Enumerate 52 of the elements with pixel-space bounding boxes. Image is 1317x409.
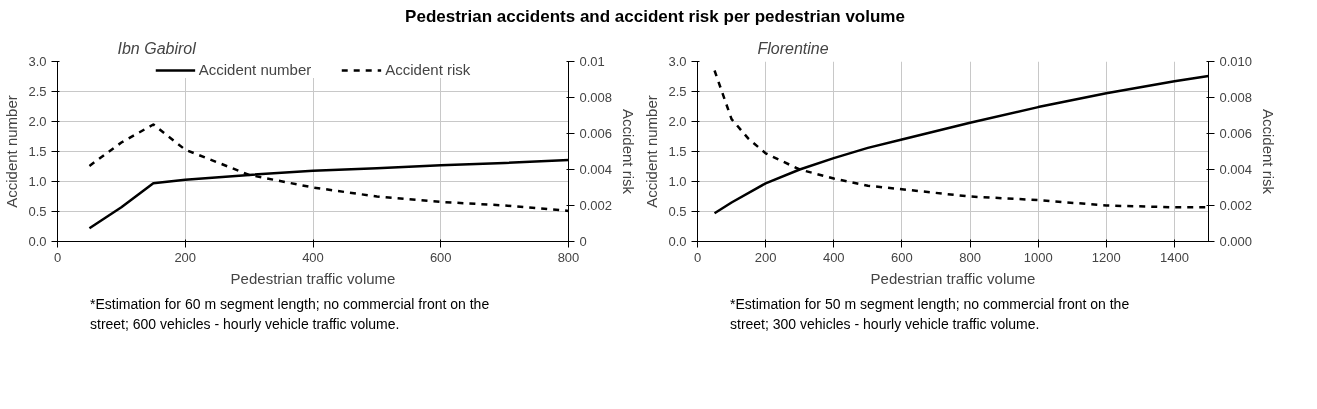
y2-tick-label: 0.002 (1219, 198, 1253, 213)
x-tick-label: 200 (174, 249, 197, 265)
text: *Estimation for 50 m segment length; no commercial front on the street; 300 vehicles - hourly vehicle traffic volume. (730, 295, 1130, 334)
x-axis-title: Pedestrian traffic volume (870, 269, 1036, 287)
x-tick-label: 1200 (1091, 249, 1121, 265)
x-tick-label: 800 (557, 249, 580, 265)
y-tick-label: 3.0 (668, 54, 687, 69)
x-tick-label: 0 (53, 249, 62, 265)
y-tick-label: 3.0 (28, 54, 47, 69)
legend-label: Accident number (198, 61, 312, 78)
y-tick-label: 2.0 (668, 114, 687, 129)
y2-tick-label: 0.000 (1219, 234, 1253, 249)
y-axis-title: Accident number (643, 95, 661, 208)
y2-tick-label: 0.004 (579, 162, 613, 177)
x-tick-label: 400 (822, 249, 845, 265)
y2-axis-title: Accident risk (1260, 108, 1278, 195)
text: Pedestrian accidents and accident risk per pedestrian volume (405, 6, 905, 28)
y2-tick-label: 0.008 (579, 90, 613, 105)
y2-tick-label: 0 (579, 234, 587, 249)
y2-tick-label: 0.01 (579, 54, 605, 69)
x-tick-label: 600 (429, 249, 452, 265)
y2-tick-label: 0.010 (1219, 54, 1253, 69)
x-tick-label: 200 (754, 249, 777, 265)
y2-tick-label: 0.008 (1219, 90, 1253, 105)
x-tick-label: 0 (693, 249, 702, 265)
y-tick-label: 0.5 (28, 204, 47, 219)
x-tick-label: 400 (302, 249, 324, 265)
y2-tick-label: 0.006 (579, 126, 613, 141)
x-tick-label: 800 (959, 249, 981, 265)
y-tick-label: 0.0 (668, 234, 687, 249)
y2-axis-title: Accident risk (620, 108, 638, 195)
y2-tick-label: 0.004 (1219, 162, 1253, 177)
y-tick-label: 1.0 (28, 174, 47, 189)
y-tick-label: 0.0 (28, 234, 47, 249)
x-tick-label: 1400 (1159, 249, 1189, 265)
x-tick-label: 1000 (1023, 249, 1053, 265)
y-tick-label: 2.0 (28, 114, 47, 129)
x-axis-title: Pedestrian traffic volume (230, 269, 396, 287)
y-tick-label: 1.5 (28, 144, 47, 159)
y2-tick-label: 0.006 (1219, 126, 1253, 141)
y-axis-title: Accident number (3, 95, 21, 208)
text: *Estimation for 60 m segment length; no commercial front on the street; 600 vehicles - hourly vehicle traffic volume. (90, 295, 490, 334)
y-tick-label: 1.0 (668, 174, 687, 189)
y-tick-label: 1.5 (668, 144, 687, 159)
chart-subtitle: Florentine (757, 39, 829, 57)
chart-subtitle: Ibn Gabirol (117, 39, 197, 57)
y-tick-label: 0.5 (668, 204, 687, 219)
y-tick-label: 2.5 (668, 84, 687, 99)
y2-tick-label: 0.002 (579, 198, 613, 213)
x-tick-label: 600 (891, 249, 913, 265)
y-tick-label: 2.5 (28, 84, 47, 99)
legend-label: Accident risk (385, 61, 471, 78)
